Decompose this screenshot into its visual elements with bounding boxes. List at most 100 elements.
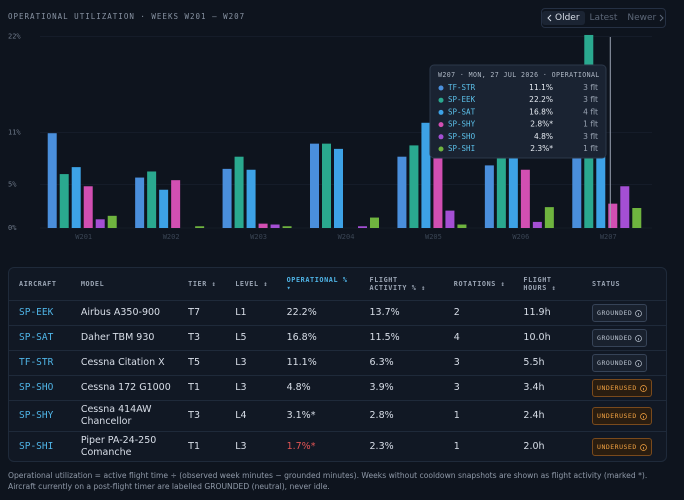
info-icon[interactable]: [635, 359, 643, 367]
latest-button[interactable]: Latest: [589, 13, 618, 23]
y-tick-label: 5%: [8, 181, 17, 189]
table-row: TF-STR Cessna Citation X T5 L3 11.1% 6.3% 3 5.5…: [9, 350, 666, 376]
cell-op: 4.8%: [276, 375, 360, 401]
bar: [358, 226, 367, 228]
cell-fa: 6.3%: [359, 350, 444, 376]
newer-button[interactable]: Newer: [622, 13, 669, 23]
column-header[interactable]: FLIGHT HOURS ↕: [513, 268, 583, 301]
cell-level: L1: [225, 300, 277, 326]
info-icon[interactable]: [639, 443, 647, 451]
table-row: SP-EEK Airbus A350-900 T7 L1 22.2% 13.7% 2 11.9…: [9, 300, 666, 326]
cell-rot: 4: [443, 325, 514, 351]
aircraft-table: AIRCRAFT MODEL TIER ↕ LEVEL ↕ OPERATIONAL % …: [8, 267, 667, 462]
x-tick-label: W201: [75, 233, 92, 241]
column-header: AIRCRAFT: [9, 268, 71, 301]
cell-status: GROUNDED: [582, 350, 666, 376]
week-nav: Older Latest Newer: [541, 8, 666, 28]
bar: [632, 208, 642, 228]
x-tick-label: W206: [512, 233, 529, 241]
column-header[interactable]: ROTATIONS ↕: [443, 268, 514, 301]
older-label: Older: [555, 13, 580, 23]
bar: [71, 167, 81, 228]
newer-label: Newer: [627, 13, 657, 23]
info-icon[interactable]: [639, 412, 647, 420]
header-row: AIRCRAFT MODEL TIER ↕ LEVEL ↕ OPERATIONAL % …: [9, 268, 666, 301]
column-header: MODEL: [70, 268, 179, 301]
cell-status: GROUNDED: [582, 300, 666, 326]
chart: 0% 5% 11% 22% W201 W202 W203 W204 W205 W206 W207 W2…: [8, 33, 652, 241]
status-label: GROUNDED: [597, 359, 633, 367]
cell-hrs: 2.0h: [523, 441, 545, 452]
tooltip-swatch: [438, 146, 444, 152]
cell-tier: T7: [178, 300, 226, 326]
bar: [95, 219, 105, 228]
tooltip-swatch: [438, 97, 444, 103]
bar: [370, 217, 379, 228]
bar: [457, 224, 467, 228]
column-header[interactable]: LEVEL ↕: [225, 268, 277, 301]
bar: [47, 133, 57, 228]
status-badge: UNDERUSED: [592, 379, 652, 397]
table: AIRCRAFT MODEL TIER ↕ LEVEL ↕ OPERATIONAL % …: [9, 268, 666, 461]
info-ring: [635, 334, 643, 342]
column-header[interactable]: OPERATIONAL % ▾: [276, 268, 360, 301]
cell-fa: 2.8%: [359, 400, 444, 432]
cell-tier: T3: [178, 325, 226, 351]
cell-hrs: 2.4h: [513, 400, 583, 432]
tooltip-name: SP-SHO: [448, 132, 476, 141]
cell-level: L4: [225, 400, 277, 432]
bar: [135, 177, 145, 228]
y-tick-label: 0%: [8, 224, 17, 232]
bar: [445, 210, 455, 228]
cell-rot: 1: [453, 441, 460, 452]
cell-rot: 1: [443, 400, 514, 432]
cell-hrs: 3.4h: [513, 375, 583, 401]
x-tick-label: W205: [425, 233, 442, 241]
tooltip-name: SP-EEK: [448, 95, 476, 104]
table-row: SP-SHY Cessna 414AW Chancellor T3 L4 3.1%* 2.…: [9, 400, 666, 432]
tooltip-box: [429, 64, 607, 159]
tooltip-swatch: [438, 85, 444, 91]
tooltip-value: 16.8%: [529, 107, 553, 116]
cell-fa: 13.7%: [359, 300, 444, 326]
cell-op: 1.7%*: [286, 441, 316, 452]
bar: [508, 154, 518, 228]
status-badge: GROUNDED: [592, 354, 648, 372]
cell-status: GROUNDED: [582, 325, 666, 351]
bar: [159, 189, 169, 228]
tooltip-swatch: [438, 122, 444, 128]
cell-model: Piper PA-24-250 Comanche: [80, 435, 157, 458]
cell-rot: 3: [443, 375, 514, 401]
column-header[interactable]: FLIGHT ACTIVITY % ↕: [359, 268, 444, 301]
tooltip-value: 2.3%*: [530, 144, 553, 153]
cell-rot: 2: [443, 300, 514, 326]
bar: [322, 143, 331, 228]
tooltip-flights: 3 flt: [583, 83, 598, 92]
cell-status: UNDERUSED: [582, 400, 666, 432]
cell-rot: 3: [443, 350, 514, 376]
status-badge: UNDERUSED: [592, 438, 652, 456]
bar: [520, 169, 530, 228]
x-tick-label: W202: [163, 233, 180, 241]
tooltip-name: SP-SHY: [448, 120, 476, 129]
bar: [496, 125, 506, 228]
cell-ac: SP-SHI: [19, 441, 54, 452]
table-row: SP-SHO Cessna 172 G1000 T1 L3 4.8% 3.9% 3 3.4h U…: [9, 375, 666, 401]
bar: [608, 203, 618, 228]
tooltip-name: SP-SAT: [448, 107, 476, 116]
cell-hrs: 5.5h: [513, 350, 583, 376]
column-header[interactable]: TIER ↕: [178, 268, 226, 301]
column-header: STATUS: [582, 268, 666, 301]
info-icon[interactable]: [639, 384, 647, 392]
status-label: UNDERUSED: [597, 384, 637, 392]
info-icon[interactable]: [635, 309, 643, 317]
info-icon[interactable]: [635, 334, 643, 342]
cell-model: Airbus A350-900: [70, 300, 179, 326]
tooltip-name: SP-SHI: [448, 144, 475, 153]
older-button[interactable]: Older: [542, 11, 585, 25]
cell-hrs: 11.9h: [513, 300, 583, 326]
info-ring: [635, 309, 643, 317]
footnote: Operational utilization = active flight …: [8, 471, 648, 491]
tooltip-swatch: [438, 134, 444, 140]
